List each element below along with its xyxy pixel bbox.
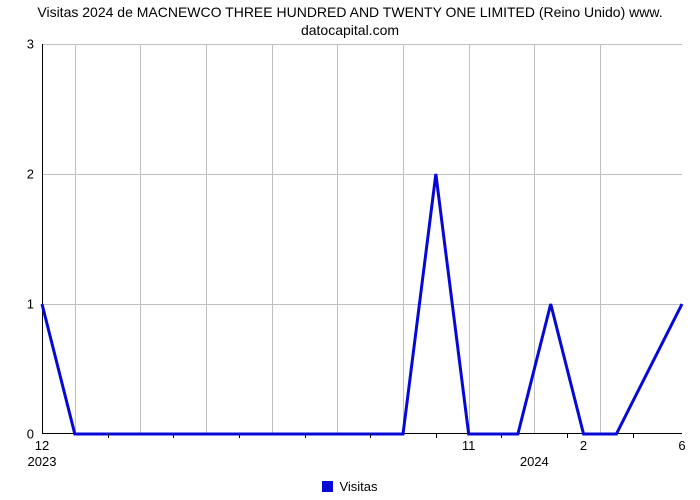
x-minor-tick [436, 434, 437, 438]
title-line-2: datocapital.com [0, 22, 700, 40]
y-tick-label: 3 [0, 37, 34, 52]
y-tick-label: 1 [0, 297, 34, 312]
legend-label: Visitas [339, 479, 377, 494]
chart-container: Visitas 2024 de MACNEWCO THREE HUNDRED A… [0, 0, 700, 500]
x-minor-tick [633, 434, 634, 438]
x-major-label: 11 [462, 438, 476, 453]
x-major-label: 6 [678, 438, 685, 453]
legend: Visitas [0, 479, 700, 494]
x-year-label: 2023 [28, 454, 57, 469]
x-minor-tick [370, 434, 371, 438]
x-minor-tick [305, 434, 306, 438]
x-major-label: 12 [35, 438, 49, 453]
line-series [42, 44, 682, 434]
title-line-1: Visitas 2024 de MACNEWCO THREE HUNDRED A… [37, 4, 662, 20]
y-tick-label: 2 [0, 167, 34, 182]
x-minor-tick [501, 434, 502, 438]
x-minor-tick [173, 434, 174, 438]
x-year-label: 2024 [520, 454, 549, 469]
y-tick-label: 0 [0, 427, 34, 442]
legend-swatch [322, 481, 333, 492]
x-minor-tick [239, 434, 240, 438]
x-minor-tick [567, 434, 568, 438]
chart-title: Visitas 2024 de MACNEWCO THREE HUNDRED A… [0, 4, 700, 39]
x-major-label: 2 [580, 438, 587, 453]
x-minor-tick [108, 434, 109, 438]
